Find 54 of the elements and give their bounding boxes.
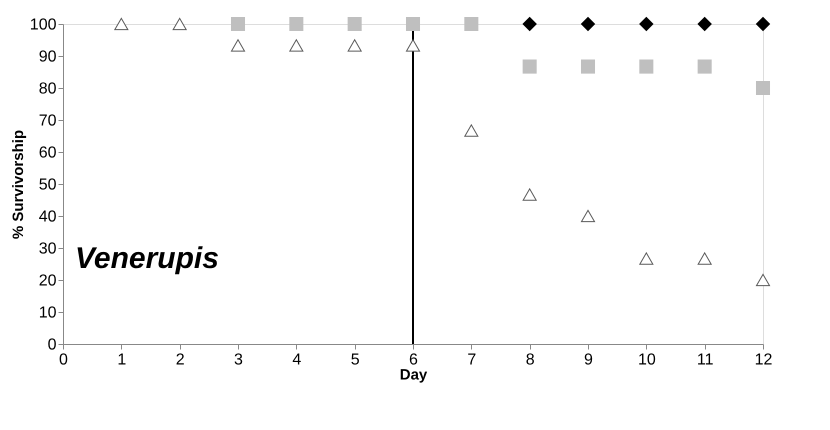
x-tick-label: 2 — [176, 352, 185, 368]
y-tick-label: 60 — [38, 144, 57, 162]
x-tick-label: 3 — [234, 352, 244, 368]
x-tick-label: 12 — [754, 352, 772, 368]
point — [756, 80, 770, 96]
point — [348, 39, 362, 52]
x-tick-label: 0 — [59, 352, 68, 368]
point — [756, 274, 770, 286]
y-tick-label: 80 — [38, 80, 57, 98]
point — [639, 252, 654, 265]
point — [289, 16, 304, 32]
point — [522, 60, 537, 74]
x-tick-label: 11 — [696, 352, 714, 368]
point — [406, 16, 420, 32]
x-tick-label: 5 — [350, 352, 360, 368]
point — [698, 252, 712, 265]
point — [348, 16, 362, 32]
x-tick-label: 6 — [409, 352, 418, 368]
point — [230, 39, 246, 52]
annotation: Venerupis — [75, 242, 219, 275]
y-tick-label: 10 — [38, 304, 57, 322]
point — [522, 188, 537, 201]
y-tick-label: 90 — [38, 48, 57, 66]
point — [580, 60, 596, 74]
point — [522, 16, 537, 32]
x-tick-label: 4 — [292, 352, 302, 368]
x-tick-label: 1 — [117, 352, 126, 368]
point — [464, 124, 478, 137]
point — [406, 39, 420, 52]
y-tick-label: 30 — [38, 240, 57, 258]
point — [580, 210, 596, 222]
point — [172, 18, 187, 30]
x-tick-label: 7 — [467, 352, 476, 368]
y-axis-title: % Survivorship — [10, 130, 27, 240]
point — [580, 16, 596, 32]
point — [639, 16, 654, 32]
y-tick-label: 100 — [30, 16, 57, 34]
x-axis-title: Day — [400, 366, 428, 384]
point — [639, 60, 654, 74]
point — [114, 18, 128, 30]
point — [464, 16, 478, 32]
y-tick-label: 40 — [38, 208, 57, 226]
point — [756, 16, 770, 32]
y-tick-label: 0 — [48, 336, 57, 354]
x-tick-label: 10 — [638, 352, 656, 368]
y-tick-label: 70 — [38, 112, 57, 130]
point — [698, 16, 712, 32]
x-tick-label: 8 — [526, 352, 535, 368]
y-tick-label: 20 — [38, 272, 57, 290]
y-tick-label: 50 — [38, 176, 57, 194]
point — [698, 60, 712, 74]
point — [230, 16, 246, 32]
x-tick-label: 9 — [584, 352, 594, 368]
point — [289, 39, 304, 52]
